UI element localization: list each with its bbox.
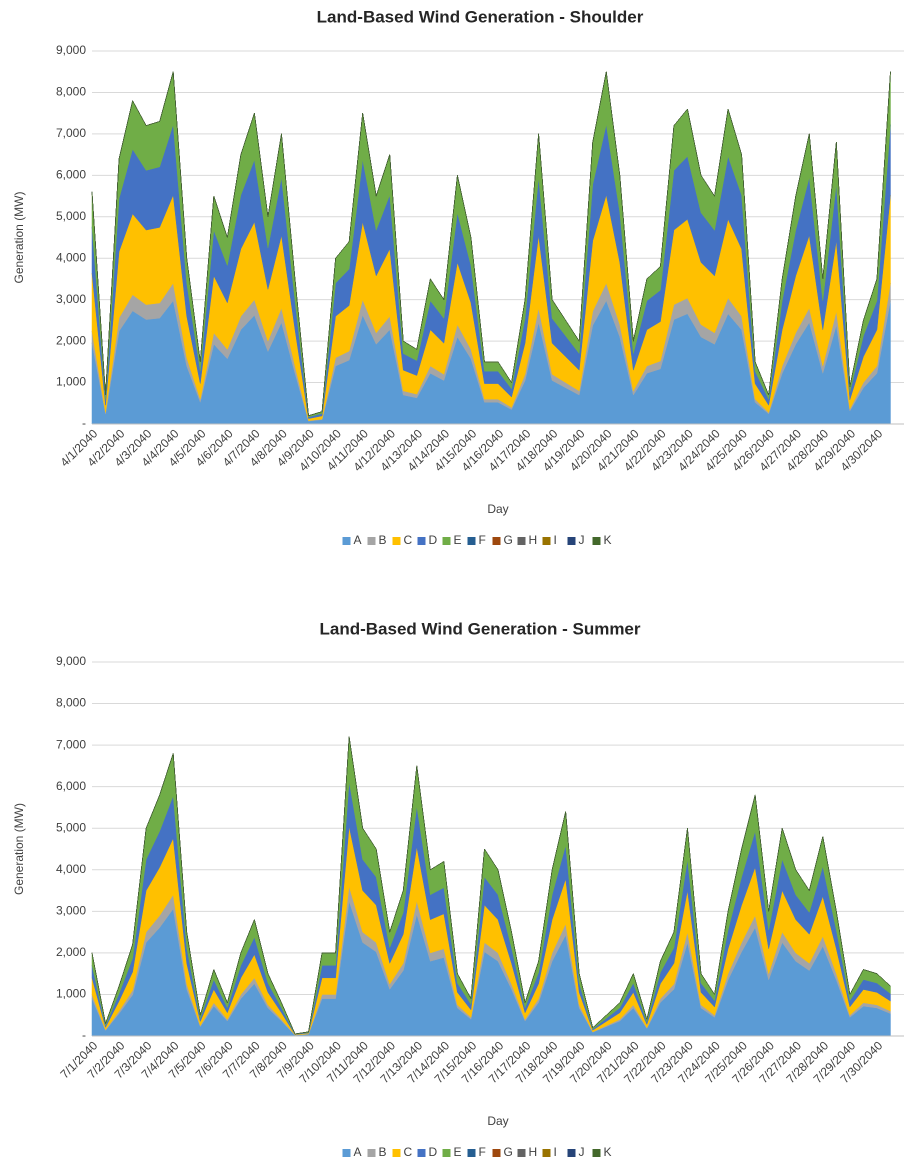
legend-label: E [454, 1145, 462, 1159]
legend-swatch [342, 537, 351, 545]
y-tick-label: 8,000 [56, 85, 86, 99]
legend-swatch [517, 1149, 526, 1157]
legend-label: B [379, 1145, 387, 1159]
legend-label: K [604, 1145, 612, 1159]
y-tick-label: 6,000 [56, 779, 86, 793]
y-tick-label: 6,000 [56, 168, 86, 182]
legend-swatch [417, 537, 426, 545]
y-tick-label: 3,000 [56, 904, 86, 918]
legend-label: D [429, 1145, 438, 1159]
y-tick-label: 5,000 [56, 209, 86, 223]
legend-swatch [417, 1149, 426, 1157]
legend-swatch [367, 1149, 376, 1157]
y-tick-label: 7,000 [56, 737, 86, 751]
legend-label: I [554, 533, 557, 547]
x-axis-label: Day [487, 1114, 508, 1128]
legend-swatch [392, 1149, 401, 1157]
y-tick-label: 9,000 [56, 654, 86, 668]
legend-swatch [442, 1149, 451, 1157]
legend-label: E [454, 533, 462, 547]
legend-swatch [492, 1149, 501, 1157]
legend-label: A [354, 533, 362, 547]
legend-swatch [542, 537, 551, 545]
legend-label: K [604, 533, 612, 547]
y-tick-label: - [82, 1028, 86, 1042]
chart-title: Land-Based Wind Generation - Shoulder [317, 7, 644, 26]
y-tick-label: 7,000 [56, 126, 86, 140]
legend-swatch [592, 537, 601, 545]
y-tick-label: 9,000 [56, 43, 86, 57]
y-tick-label: 4,000 [56, 250, 86, 264]
legend-label: C [404, 533, 413, 547]
y-tick-label: 4,000 [56, 862, 86, 876]
legend-label: B [379, 533, 387, 547]
legend-swatch [467, 1149, 476, 1157]
legend-swatch [492, 537, 501, 545]
y-tick-label: 5,000 [56, 820, 86, 834]
y-tick-label: 1,000 [56, 375, 86, 389]
legend-swatch [442, 537, 451, 545]
y-axis-label: Generation (MW) [12, 803, 26, 895]
legend-label: F [479, 1145, 486, 1159]
legend-swatch [542, 1149, 551, 1157]
legend-label: J [579, 1145, 585, 1159]
y-axis-label: Generation (MW) [12, 191, 26, 283]
legend-label: G [504, 1145, 513, 1159]
legend-label: G [504, 533, 513, 547]
legend-label: J [579, 533, 585, 547]
legend-swatch [567, 1149, 576, 1157]
legend-swatch [467, 537, 476, 545]
y-tick-label: 8,000 [56, 696, 86, 710]
area-series [91, 736, 891, 1035]
chart-title: Land-Based Wind Generation - Summer [320, 619, 641, 638]
legend-label: A [354, 1145, 362, 1159]
legend-swatch [517, 537, 526, 545]
legend-label: H [529, 1145, 538, 1159]
legend-swatch [392, 537, 401, 545]
y-tick-label: 1,000 [56, 987, 86, 1001]
y-tick-label: 2,000 [56, 333, 86, 347]
legend-swatch [592, 1149, 601, 1157]
legend-swatch [567, 537, 576, 545]
legend-label: H [529, 533, 538, 547]
legend-label: D [429, 533, 438, 547]
y-tick-label: 3,000 [56, 292, 86, 306]
y-tick-label: - [82, 416, 86, 430]
y-tick-label: 2,000 [56, 945, 86, 959]
legend-swatch [367, 537, 376, 545]
legend-swatch [342, 1149, 351, 1157]
legend-label: C [404, 1145, 413, 1159]
area-series [91, 71, 891, 417]
x-axis-label: Day [487, 502, 508, 516]
legend-label: I [554, 1145, 557, 1159]
legend-label: F [479, 533, 486, 547]
